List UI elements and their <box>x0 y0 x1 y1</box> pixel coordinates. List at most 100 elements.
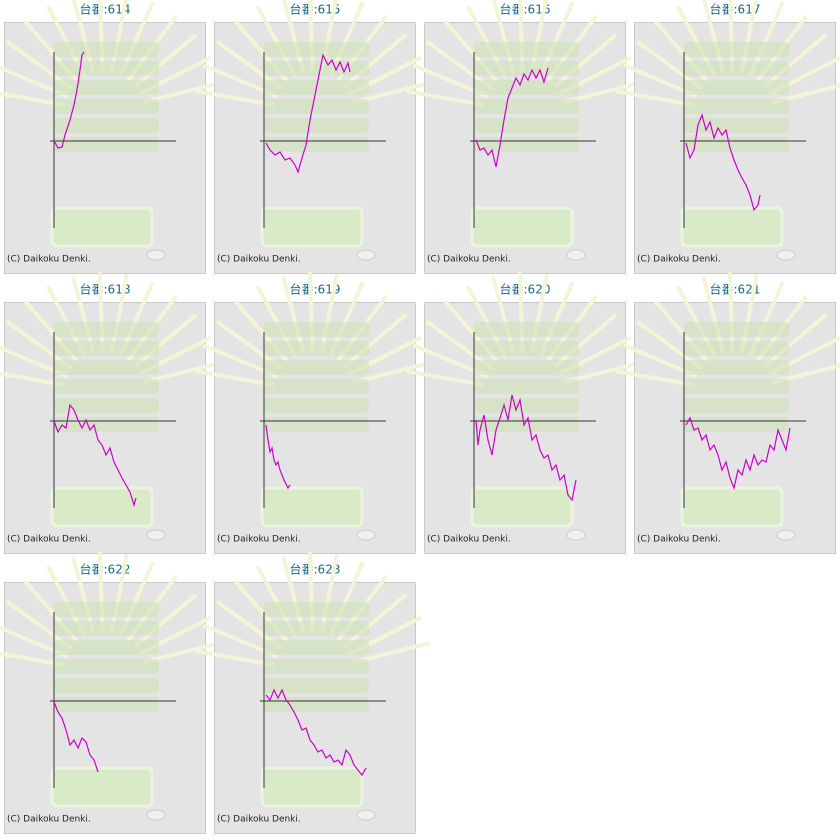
decor-block <box>684 99 789 114</box>
data-line <box>475 394 577 502</box>
decor-ray <box>97 552 105 633</box>
decor-block <box>264 61 369 76</box>
decor-block <box>54 61 159 76</box>
decor-ray <box>308 0 315 73</box>
decor-ray <box>281 0 306 74</box>
decor-ray <box>109 0 128 74</box>
decor-block <box>474 61 579 76</box>
decor-ray <box>97 272 105 353</box>
decor-coin <box>146 249 166 261</box>
decor-ray <box>615 89 695 108</box>
decor-coin <box>776 529 796 541</box>
decor-tray <box>680 206 784 248</box>
decor-block <box>684 61 789 76</box>
decor-tray <box>470 486 574 528</box>
decor-ray <box>343 313 408 368</box>
decor-ray <box>281 275 306 354</box>
decor-ray <box>307 552 315 633</box>
decor-block <box>54 697 159 712</box>
decor-ray <box>281 555 306 634</box>
decor-block <box>264 398 369 413</box>
decor-ray <box>517 272 525 353</box>
decor-block <box>54 640 159 655</box>
decor-ray <box>728 0 735 73</box>
decor-ray <box>71 555 96 634</box>
decor-block <box>54 99 159 114</box>
decor-ray <box>319 0 338 74</box>
decor-block <box>54 379 159 394</box>
copyright: (C) Daikoku Denki. <box>217 815 301 825</box>
decor-block <box>264 602 369 617</box>
decor-block <box>474 341 579 356</box>
decor-ray <box>763 33 828 88</box>
chart-title: 台番:614 <box>80 2 131 17</box>
chart-title: 台番:616 <box>500 2 551 17</box>
chart-title: 台番:615 <box>290 2 341 17</box>
decor-block <box>684 398 789 413</box>
decor-block <box>54 42 159 57</box>
decor-block <box>54 360 159 375</box>
decor-block <box>684 80 789 95</box>
decor-ray <box>195 369 275 388</box>
decor-block <box>264 360 369 375</box>
decor-ray <box>727 272 735 353</box>
decor-block <box>54 341 159 356</box>
decor-ray <box>319 553 339 634</box>
decor-block <box>54 678 159 693</box>
decor-block <box>264 379 369 394</box>
decor-block <box>264 659 369 674</box>
decor-block <box>264 118 369 133</box>
decor-block <box>474 137 579 152</box>
decor-ray <box>195 89 275 108</box>
decor-coin <box>356 529 376 541</box>
decor-block <box>54 417 159 432</box>
decor-tray <box>50 486 154 528</box>
copyright: (C) Daikoku Denki. <box>427 255 511 265</box>
decor-ray <box>343 593 408 648</box>
decor-block <box>54 621 159 636</box>
decor-block <box>684 379 789 394</box>
chart-title: 台番:619 <box>290 282 341 297</box>
data-line <box>685 113 761 212</box>
decor-block <box>684 341 789 356</box>
decor-tray <box>260 766 364 808</box>
decor-block <box>684 137 789 152</box>
decor-block <box>474 379 579 394</box>
decor-block <box>264 640 369 655</box>
copyright: (C) Daikoku Denki. <box>7 535 91 545</box>
data-line <box>475 67 549 168</box>
decor-block <box>264 417 369 432</box>
data-line <box>53 701 99 773</box>
decor-block <box>54 137 159 152</box>
decor-ray <box>133 593 198 648</box>
data-line <box>685 416 791 491</box>
decor-ray <box>71 275 96 354</box>
decor-block <box>264 341 369 356</box>
decor-block <box>264 678 369 693</box>
copyright: (C) Daikoku Denki. <box>217 535 301 545</box>
decor-block <box>474 417 579 432</box>
decor-ray <box>319 273 339 354</box>
decor-ray <box>553 33 618 88</box>
decor-tray <box>680 486 784 528</box>
data-line <box>265 424 291 490</box>
decor-ray <box>518 0 525 73</box>
decor-ray <box>0 91 65 108</box>
decor-tray <box>470 206 574 248</box>
decor-block <box>54 659 159 674</box>
decor-ray <box>615 369 695 388</box>
decor-ray <box>133 33 198 88</box>
decor-block <box>684 322 789 337</box>
decor-block <box>264 42 369 57</box>
decor-ray <box>553 313 618 368</box>
decor-ray <box>491 275 516 354</box>
data-line <box>53 403 137 508</box>
decor-tray <box>50 206 154 248</box>
decor-block <box>684 417 789 432</box>
decor-ray <box>109 553 129 634</box>
decor-block <box>474 99 579 114</box>
decor-block <box>264 137 369 152</box>
decor-block <box>474 80 579 95</box>
decor-block <box>474 398 579 413</box>
